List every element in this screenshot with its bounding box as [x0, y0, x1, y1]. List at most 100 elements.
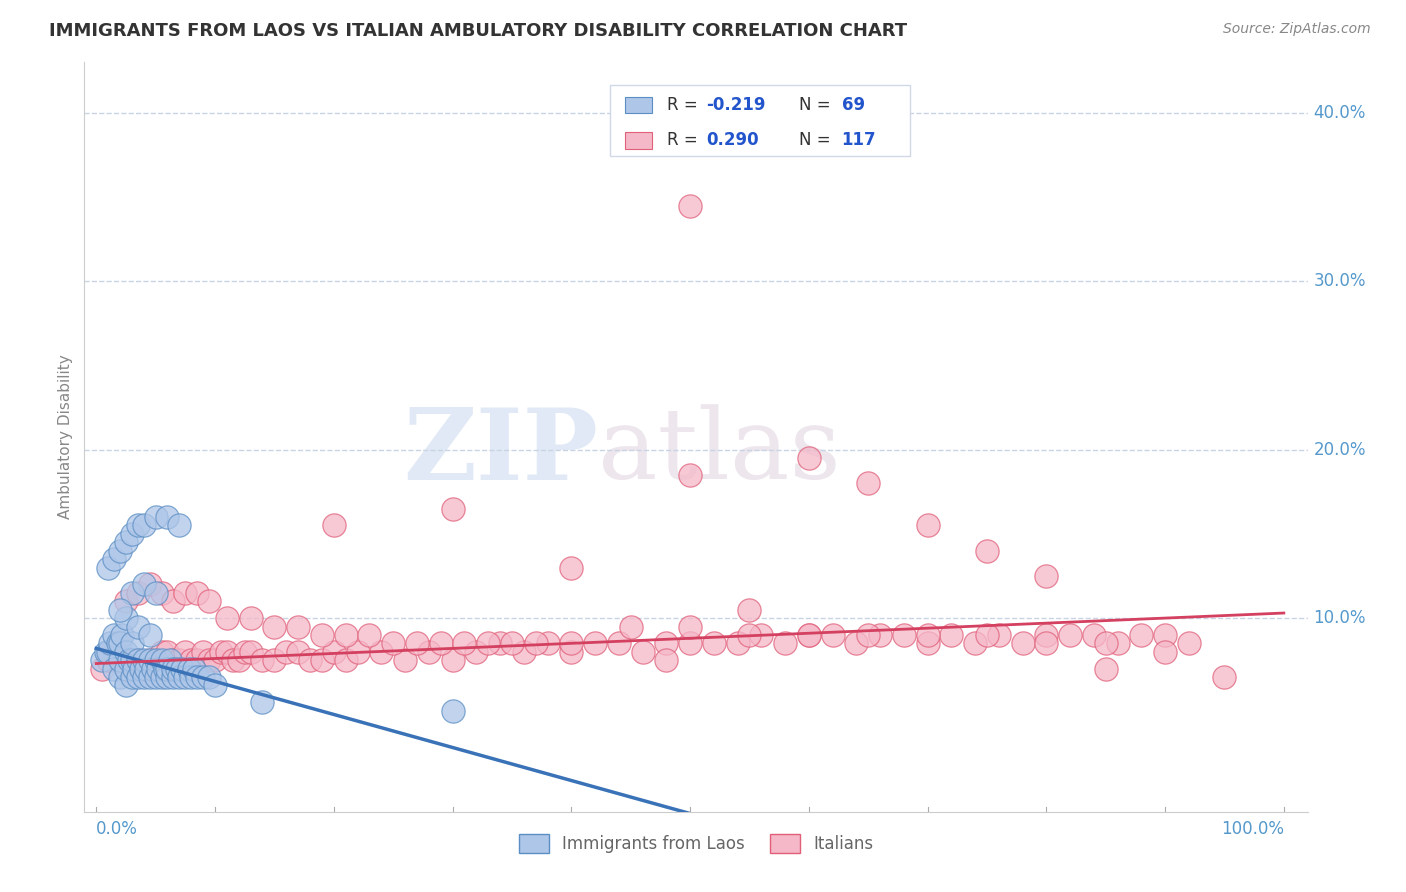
Point: [963, 636, 986, 650]
Point: [97, 560, 120, 574]
FancyBboxPatch shape: [610, 85, 910, 156]
Point: [607, 636, 630, 650]
Point: [121, 670, 143, 684]
Point: [845, 636, 868, 650]
Point: [359, 628, 381, 642]
Point: [142, 662, 165, 676]
Point: [138, 577, 160, 591]
Point: [135, 662, 157, 676]
Text: 40.0%: 40.0%: [1313, 104, 1365, 122]
Point: [162, 670, 184, 684]
Point: [1035, 636, 1057, 650]
Point: [91, 653, 114, 667]
Text: Source: ZipAtlas.com: Source: ZipAtlas.com: [1223, 22, 1371, 37]
Text: 0.290: 0.290: [706, 131, 758, 150]
Point: [976, 543, 998, 558]
Text: ZIP: ZIP: [404, 403, 598, 500]
Point: [159, 653, 181, 667]
Point: [198, 594, 221, 608]
Point: [1107, 636, 1129, 650]
Point: [233, 645, 256, 659]
Point: [115, 645, 138, 659]
Point: [97, 653, 120, 667]
Text: 30.0%: 30.0%: [1313, 272, 1367, 290]
Point: [107, 636, 129, 650]
Point: [138, 653, 160, 667]
Point: [917, 518, 939, 533]
Point: [108, 602, 131, 616]
Point: [239, 611, 262, 625]
Text: IMMIGRANTS FROM LAOS VS ITALIAN AMBULATORY DISABILITY CORRELATION CHART: IMMIGRANTS FROM LAOS VS ITALIAN AMBULATO…: [49, 22, 907, 40]
Point: [418, 645, 440, 659]
Point: [465, 645, 488, 659]
Point: [1059, 628, 1081, 642]
Point: [727, 636, 749, 650]
Point: [917, 636, 939, 650]
Point: [153, 662, 176, 676]
Point: [1154, 645, 1177, 659]
Point: [131, 662, 153, 676]
Point: [1094, 636, 1116, 650]
Point: [111, 628, 134, 642]
Point: [856, 476, 879, 491]
Point: [209, 645, 232, 659]
Point: [429, 636, 451, 650]
Point: [122, 662, 145, 676]
Point: [976, 628, 998, 642]
Point: [1094, 662, 1116, 676]
Point: [198, 670, 221, 684]
Point: [108, 653, 131, 667]
Point: [917, 628, 939, 642]
Point: [679, 198, 702, 212]
Point: [191, 670, 214, 684]
Point: [121, 653, 143, 667]
Point: [501, 636, 523, 650]
Point: [703, 636, 725, 650]
Point: [311, 653, 333, 667]
Bar: [626, 96, 652, 113]
Point: [655, 653, 678, 667]
Point: [115, 678, 138, 692]
Point: [115, 611, 138, 625]
Point: [145, 510, 167, 524]
Point: [115, 662, 138, 676]
Point: [156, 670, 179, 684]
Point: [441, 704, 464, 718]
Point: [115, 662, 138, 676]
Point: [150, 645, 173, 659]
Text: 100.0%: 100.0%: [1220, 820, 1284, 838]
Point: [132, 577, 155, 591]
Point: [513, 645, 536, 659]
Point: [127, 619, 149, 633]
Y-axis label: Ambulatory Disability: Ambulatory Disability: [58, 355, 73, 519]
Point: [1213, 670, 1236, 684]
Text: atlas: atlas: [598, 404, 841, 500]
Point: [108, 543, 131, 558]
Point: [204, 678, 226, 692]
Point: [382, 636, 405, 650]
Point: [797, 451, 820, 466]
Point: [121, 527, 143, 541]
Point: [263, 653, 285, 667]
Text: N =: N =: [799, 95, 835, 114]
Point: [215, 611, 238, 625]
Point: [536, 636, 558, 650]
Point: [169, 670, 191, 684]
Point: [118, 653, 141, 667]
Point: [94, 645, 117, 659]
Point: [477, 636, 499, 650]
Point: [127, 653, 149, 667]
Point: [169, 653, 191, 667]
Point: [620, 619, 643, 633]
Point: [287, 645, 309, 659]
Point: [132, 518, 155, 533]
Point: [322, 645, 344, 659]
Point: [103, 645, 125, 659]
Point: [335, 628, 357, 642]
Point: [797, 628, 820, 642]
Point: [215, 645, 238, 659]
Point: [162, 653, 184, 667]
Point: [145, 653, 167, 667]
Point: [150, 653, 173, 667]
Text: N =: N =: [799, 131, 835, 150]
